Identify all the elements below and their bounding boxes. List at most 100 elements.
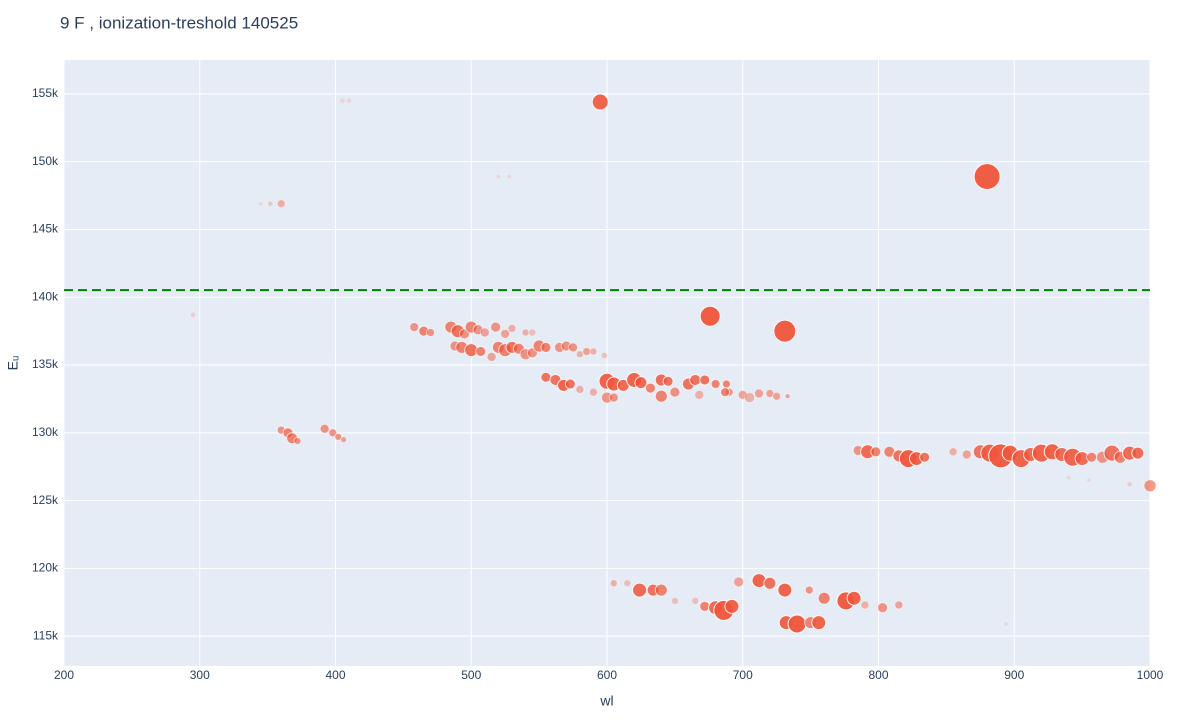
scatter-point (1086, 451, 1098, 463)
scatter-point (777, 582, 793, 598)
scatter-point (654, 389, 668, 403)
scatter-point (623, 579, 632, 588)
scatter-point (495, 174, 501, 180)
scatter-point (608, 392, 619, 403)
scatter-point (763, 576, 777, 590)
scatter-point (506, 174, 512, 180)
x-tick-label: 500 (461, 668, 481, 682)
y-tick-label: 120k (32, 561, 59, 575)
scatter-point (670, 596, 679, 605)
scatter-point (1066, 475, 1072, 481)
scatter-point (568, 342, 579, 353)
scatter-point (564, 378, 576, 390)
x-tick-label: 1000 (1137, 668, 1164, 682)
y-tick-label: 125k (32, 493, 59, 507)
scatter-point (426, 327, 436, 337)
scatter-point (817, 591, 831, 605)
scatter-point (710, 379, 721, 390)
scatter-point (737, 389, 748, 400)
scatter-point (591, 93, 609, 111)
scatter-point (811, 615, 827, 631)
scatter-point (588, 387, 598, 397)
y-axis-label: Eᵤ (5, 356, 21, 371)
y-tick-label: 115k (33, 628, 59, 642)
scatter-point (528, 328, 537, 337)
scatter-point (699, 374, 711, 386)
y-tick-label: 145k (32, 222, 59, 236)
scatter-point (691, 596, 700, 605)
scatter-point (733, 576, 745, 588)
x-tick-label: 600 (597, 668, 617, 682)
x-axis-label: wl (599, 693, 613, 709)
scatter-point (540, 341, 552, 353)
scatter-point (787, 614, 807, 634)
scatter-point (339, 97, 346, 104)
scatter-point (479, 327, 490, 338)
scatter-point (754, 388, 765, 399)
scatter-point (1126, 481, 1133, 488)
scatter-point (589, 347, 598, 356)
scatter-point (860, 600, 870, 610)
y-tick-label: 130k (32, 425, 59, 439)
x-tick-label: 300 (190, 668, 210, 682)
scatter-point (846, 590, 862, 606)
x-tick-label: 400 (325, 668, 345, 682)
scatter-point (689, 373, 702, 386)
scatter-point (267, 200, 274, 207)
x-tick-label: 200 (54, 668, 74, 682)
scatter-point (521, 328, 530, 337)
scatter-point (475, 345, 487, 357)
scatter-point (340, 436, 348, 444)
scatter-point (507, 323, 517, 333)
scatter-point (189, 311, 196, 318)
y-tick-label: 135k (32, 357, 59, 371)
scatter-point (721, 379, 731, 389)
scatter-point (575, 384, 585, 394)
scatter-point (486, 351, 497, 362)
scatter-point (632, 582, 648, 598)
scatter-point (258, 201, 264, 207)
scatter-point (773, 319, 797, 343)
chart-title: 9 F , ionization-treshold 140525 (60, 13, 298, 32)
y-tick-label: 140k (32, 289, 59, 303)
scatter-point (744, 392, 756, 404)
scatter-point (699, 305, 721, 327)
scatter-point (720, 387, 731, 398)
scatter-point (772, 391, 782, 401)
scatter-point (894, 600, 904, 610)
scatter-point (948, 447, 958, 457)
scatter-point (346, 97, 353, 104)
scatter-point (582, 346, 592, 356)
scatter-point (669, 386, 681, 398)
scatter-point (634, 376, 648, 390)
scatter-point (804, 585, 814, 595)
scatter-point (662, 375, 674, 387)
scatter-point (919, 451, 931, 463)
scatter-point (644, 382, 656, 394)
scatter-point (540, 371, 552, 383)
x-tick-label: 900 (1004, 668, 1024, 682)
scatter-point (1143, 479, 1157, 493)
scatter-point (973, 163, 1001, 191)
y-tick-label: 150k (32, 154, 59, 168)
scatter-point (961, 449, 972, 460)
scatter-point (600, 352, 608, 360)
scatter-point (609, 579, 618, 588)
scatter-point (500, 328, 511, 339)
scatter-point (409, 322, 420, 333)
scatter-point (328, 428, 338, 438)
scatter-point (1131, 446, 1145, 460)
scatter-point (319, 423, 330, 434)
scatter-point (654, 583, 668, 597)
scatter-point (877, 602, 889, 614)
scatter-point (490, 321, 502, 333)
scatter-point (1003, 621, 1009, 627)
y-tick-label: 155k (32, 86, 59, 100)
scatter-point (276, 199, 286, 209)
x-tick-label: 700 (733, 668, 753, 682)
scatter-point (724, 598, 740, 614)
scatter-point (694, 389, 705, 400)
scatter-point (293, 436, 302, 445)
x-tick-label: 800 (868, 668, 888, 682)
